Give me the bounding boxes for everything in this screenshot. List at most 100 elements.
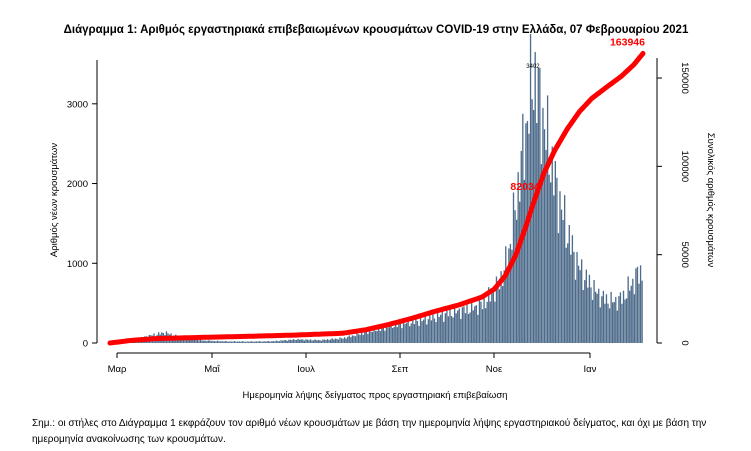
right-axis: 0 50000 100000 150000 [656,58,690,346]
bar [629,290,631,343]
bar [348,335,350,343]
bar [486,301,488,343]
left-tick-label: 3000 [67,99,88,110]
bar [308,340,310,343]
bar [373,326,375,343]
bar [562,220,564,343]
bar [331,338,333,343]
bar [241,341,244,343]
bar [579,270,581,343]
bar [347,336,349,343]
bar [449,308,451,343]
bar [311,340,313,343]
bar [339,337,341,343]
bar [393,326,395,343]
bar [441,311,443,343]
bar [404,323,406,343]
bar [526,121,529,343]
bar [585,269,587,343]
bar [495,276,498,343]
bar [528,133,530,343]
bar [461,307,464,343]
bar [195,339,197,343]
bar [481,309,484,343]
bar [426,324,428,343]
bar [409,326,411,343]
bar [463,306,465,343]
bar [343,337,346,343]
bar [497,281,499,343]
bar [574,279,577,343]
bar [587,287,589,343]
bar [581,259,583,343]
bar [361,332,363,343]
bar [281,340,284,343]
left-axis: 0 1000 2000 3000 [67,60,98,350]
bar [607,303,609,343]
bar [596,293,598,343]
bar [619,292,622,343]
bar [351,335,354,343]
cumulative-cases-line [107,50,646,346]
bar [263,341,265,343]
bar [184,338,186,343]
bar [633,294,636,343]
bar [357,334,360,343]
bar [413,324,416,343]
bar [438,316,440,343]
right-tick-label: 100000 [679,151,690,183]
left-tick-label: 0 [83,339,88,350]
bar [187,338,189,343]
bar [539,67,541,344]
bar [317,339,319,343]
bar [478,299,481,343]
bar [624,299,626,343]
bar [427,319,429,343]
bar [379,330,381,343]
bar [405,323,408,343]
bar [300,339,302,343]
bar [401,328,403,343]
bar [602,290,605,343]
left-tick-label: 2000 [67,179,88,190]
bar [517,172,519,343]
bar [399,322,402,343]
bar [430,320,433,343]
bar [531,99,533,344]
bar [506,270,508,343]
bar [483,298,485,343]
bar [268,341,270,343]
bar [588,274,591,343]
bar [591,299,594,343]
bar [523,179,526,343]
bar [599,307,601,343]
bar [471,300,473,343]
bar [618,296,620,343]
bar [621,303,623,343]
bar [370,331,372,343]
bar [291,340,293,343]
bar [252,341,254,343]
bar [433,318,436,343]
bar [610,291,612,343]
bar [492,292,495,343]
bar [221,341,223,343]
bar [391,327,394,343]
bar [254,341,256,343]
bar [543,129,546,343]
bar [548,174,550,343]
bar [630,285,632,343]
bar [323,339,326,343]
bar [202,340,205,343]
bar [385,325,388,343]
bar [477,314,479,343]
bar [567,243,569,343]
bar [396,327,398,343]
bar [615,296,617,343]
bar [407,318,409,343]
bar [190,338,192,343]
bar [390,321,392,343]
y2-axis-label: Συνολικός αριθμός κρουσμάτων [705,133,716,268]
bar [193,339,195,343]
bar [582,289,584,343]
